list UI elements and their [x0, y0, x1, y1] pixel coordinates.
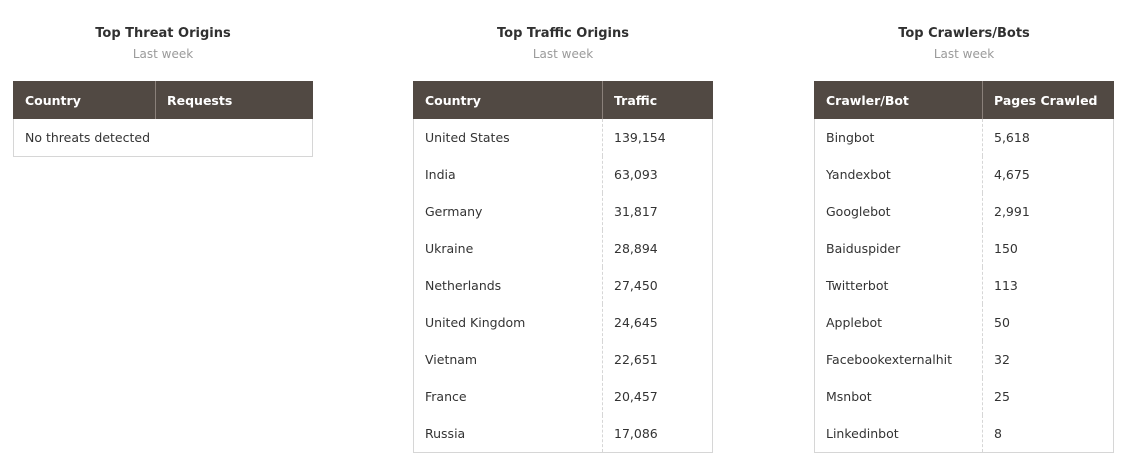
table-row: Googlebot 2,991 — [814, 193, 1114, 230]
table-cell: India — [413, 156, 603, 193]
table-cell: Yandexbot — [814, 156, 983, 193]
table-cell: 25 — [982, 378, 1114, 415]
table-cell: United Kingdom — [413, 304, 603, 341]
table-row: Bingbot 5,618 — [814, 119, 1114, 156]
empty-row: No threats detected — [13, 119, 313, 157]
column-header: Crawler/Bot — [814, 81, 983, 119]
table-cell: 17,086 — [602, 415, 713, 453]
table-cell: Ukraine — [413, 230, 603, 267]
data-table: Crawler/Bot Pages Crawled Bingbot 5,618 Yand… — [814, 81, 1114, 453]
table-row: Germany 31,817 — [413, 193, 713, 230]
table-cell: Russia — [413, 415, 603, 453]
column-header: Country — [13, 81, 156, 119]
table-row: France 20,457 — [413, 378, 713, 415]
table-cell: Netherlands — [413, 267, 603, 304]
table-row: Applebot 50 — [814, 304, 1114, 341]
panel-title: Top Crawlers/Bots — [898, 26, 1030, 41]
table-cell: 28,894 — [602, 230, 713, 267]
header-row: Country Traffic — [413, 81, 713, 119]
table-cell: Twitterbot — [814, 267, 983, 304]
table-row: Ukraine 28,894 — [413, 230, 713, 267]
table-row: Facebookexternalhit 32 — [814, 341, 1114, 378]
table-cell: Linkedinbot — [814, 415, 983, 453]
table-body: United States 139,154 India 63,093 Germany 31… — [413, 119, 713, 453]
panel-title: Top Threat Origins — [95, 26, 231, 41]
table-row: Linkedinbot 8 — [814, 415, 1114, 453]
table-row: Vietnam 22,651 — [413, 341, 713, 378]
table-row: Netherlands 27,450 — [413, 267, 713, 304]
panel-title: Top Traffic Origins — [497, 26, 629, 41]
table-cell: 50 — [982, 304, 1114, 341]
table-cell: Msnbot — [814, 378, 983, 415]
data-table: Country Traffic United States 139,154 India 6… — [413, 81, 713, 453]
table-body: Bingbot 5,618 Yandexbot 4,675 Googlebot 2,991… — [814, 119, 1114, 453]
table-cell: 5,618 — [982, 119, 1114, 156]
table-cell: Applebot — [814, 304, 983, 341]
column-header: Country — [413, 81, 603, 119]
column-header: Pages Crawled — [982, 81, 1114, 119]
table-body: No threats detected — [13, 119, 313, 157]
table-row: United Kingdom 24,645 — [413, 304, 713, 341]
table-cell: 63,093 — [602, 156, 713, 193]
panel-subtitle: Last week — [132, 47, 194, 61]
empty-message: No threats detected — [13, 119, 313, 157]
table-cell: Googlebot — [814, 193, 983, 230]
table-cell: 8 — [982, 415, 1114, 453]
table-cell: Vietnam — [413, 341, 603, 378]
table-cell: United States — [413, 119, 603, 156]
table-cell: Germany — [413, 193, 603, 230]
table-cell: 2,991 — [982, 193, 1114, 230]
table-cell: 4,675 — [982, 156, 1114, 193]
table-row: Yandexbot 4,675 — [814, 156, 1114, 193]
table-head: Crawler/Bot Pages Crawled — [814, 81, 1114, 119]
column-header: Requests — [155, 81, 313, 119]
table-head: Country Requests — [13, 81, 313, 119]
table-cell: 22,651 — [602, 341, 713, 378]
table-row: Baiduspider 150 — [814, 230, 1114, 267]
header-row: Country Requests — [13, 81, 313, 119]
table-cell: 20,457 — [602, 378, 713, 415]
table-row: Twitterbot 113 — [814, 267, 1114, 304]
table-cell: Facebookexternalhit — [814, 341, 983, 378]
header-row: Crawler/Bot Pages Crawled — [814, 81, 1114, 119]
column-header: Traffic — [602, 81, 713, 119]
table-cell: Bingbot — [814, 119, 983, 156]
table-cell: 32 — [982, 341, 1114, 378]
table-cell: 139,154 — [602, 119, 713, 156]
panel-subtitle: Last week — [532, 47, 594, 61]
table-row: United States 139,154 — [413, 119, 713, 156]
table-row: Msnbot 25 — [814, 378, 1114, 415]
data-table: Country Requests No threats detected — [13, 81, 313, 157]
table-cell: Baiduspider — [814, 230, 983, 267]
panel-subtitle: Last week — [933, 47, 995, 61]
table-row: India 63,093 — [413, 156, 713, 193]
table-cell: 24,645 — [602, 304, 713, 341]
table-cell: 113 — [982, 267, 1114, 304]
table-row: Russia 17,086 — [413, 415, 713, 453]
table-cell: 27,450 — [602, 267, 713, 304]
table-head: Country Traffic — [413, 81, 713, 119]
table-cell: 31,817 — [602, 193, 713, 230]
table-cell: France — [413, 378, 603, 415]
table-cell: 150 — [982, 230, 1114, 267]
